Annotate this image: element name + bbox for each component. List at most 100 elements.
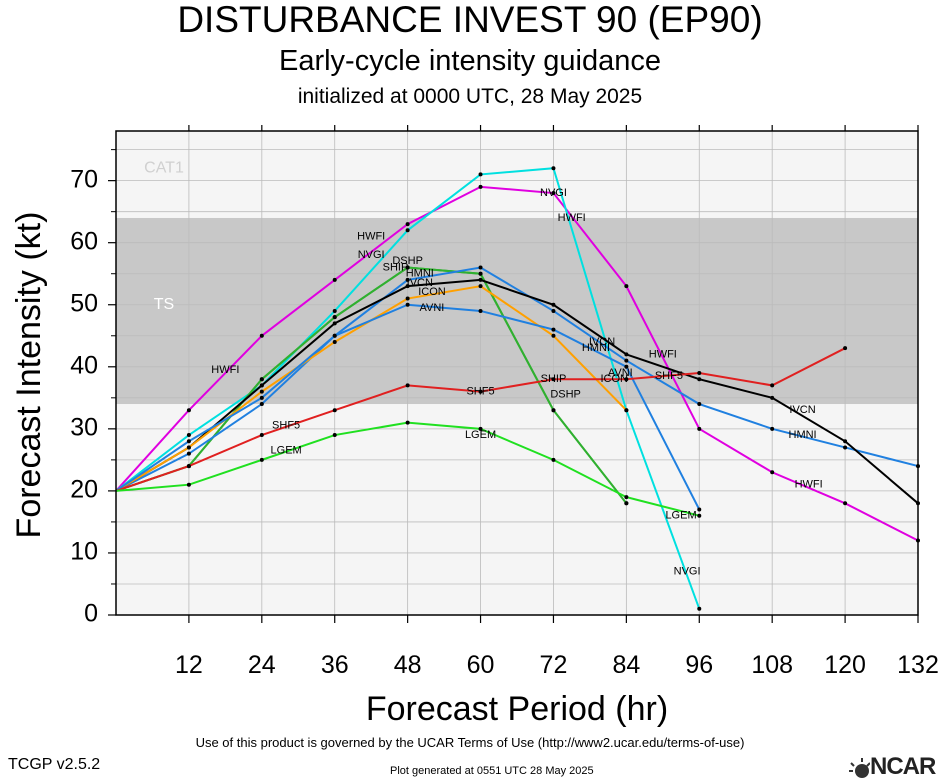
grid-lines <box>116 131 919 615</box>
data-point-hmni <box>624 358 629 363</box>
data-point-nvgi <box>551 166 556 171</box>
data-point-nvgi <box>332 308 337 313</box>
data-point-avni <box>551 327 556 332</box>
data-point-hmni <box>259 402 264 407</box>
data-point-shf5 <box>332 408 337 413</box>
series-label-dshp: DSHP <box>550 389 581 401</box>
series-label-lgem: LGEM <box>665 510 696 522</box>
data-point-icon <box>405 296 410 301</box>
data-point-avni <box>624 364 629 369</box>
data-point-icon <box>624 408 629 413</box>
series-label-hmni: HMNI <box>582 342 610 354</box>
data-point-hwfi <box>186 408 191 413</box>
x-tick-label: 132 <box>897 651 939 679</box>
data-point-avni <box>186 439 191 444</box>
data-point-shf5 <box>770 383 775 388</box>
data-point-avni <box>332 333 337 338</box>
series-label-nvgi: NVGI <box>358 249 385 261</box>
data-point-hwfi <box>551 191 556 196</box>
data-point-lgem <box>478 426 483 431</box>
series-label-nvgi: NVGI <box>540 187 567 199</box>
series-lines <box>115 166 920 611</box>
data-point-hwfi <box>478 184 483 189</box>
series-label-hwfi: HWFI <box>357 230 385 242</box>
series-label-ivcn: IVCN <box>589 336 615 348</box>
series-label-hwfi: HWFI <box>649 348 677 360</box>
data-point-nvgi <box>405 228 410 233</box>
data-point-ivcn <box>259 383 264 388</box>
data-point-avni <box>478 308 483 313</box>
data-point-hwfi <box>405 222 410 227</box>
data-point-ivcn <box>332 321 337 326</box>
data-point-avni <box>697 507 702 512</box>
data-point-lgem <box>697 513 702 518</box>
series-label-hwfi: HWFI <box>795 479 823 491</box>
data-point-avni <box>259 395 264 400</box>
data-point-shf5 <box>478 389 483 394</box>
data-point-shf5 <box>697 371 702 375</box>
series-label-shf5: SHF5 <box>272 420 300 432</box>
data-point-shf5 <box>186 464 191 469</box>
x-tick-label: 120 <box>824 651 866 679</box>
plot-frame <box>115 130 919 616</box>
series-label-lgem: LGEM <box>465 429 496 441</box>
data-point-shf5 <box>843 346 848 351</box>
series-line-hwfi <box>115 185 919 542</box>
chart-title: DISTURBANCE INVEST 90 (EP90) <box>177 0 763 40</box>
data-point-hwfi <box>624 284 629 289</box>
data-point-hmni <box>770 426 775 431</box>
data-point-ship <box>259 377 264 382</box>
data-point-hwfi <box>697 426 702 431</box>
series-label-nvgi: NVGI <box>674 565 701 577</box>
data-point-ship <box>405 265 410 270</box>
data-point-shf5 <box>624 377 629 382</box>
y-tick-label: 50 <box>70 289 98 317</box>
x-axis-label: Forecast Period (hr) <box>366 690 668 728</box>
data-point-shf5 <box>551 377 556 382</box>
data-point-ivcn <box>770 395 775 400</box>
data-point-hmni <box>697 402 702 407</box>
x-tick-label: 48 <box>394 651 422 679</box>
data-point-ivcn <box>551 302 556 307</box>
data-point-lgem <box>186 482 191 487</box>
series-label-shf5: SHF5 <box>655 370 683 382</box>
series-line-ship <box>115 266 628 504</box>
band-label-ts: TS <box>154 296 174 313</box>
ncar-sun-icon <box>849 758 870 778</box>
series-label-ivcn: IVCN <box>407 277 433 289</box>
data-point-ship <box>478 271 483 276</box>
data-point-nvgi <box>478 172 483 177</box>
data-point-icon <box>478 284 483 289</box>
data-point-lgem <box>259 457 264 462</box>
data-point-hwfi <box>259 333 264 338</box>
series-label-dshp: DSHP <box>392 255 423 267</box>
terms-of-use: Use of this product is governed by the U… <box>195 735 745 750</box>
data-point-icon <box>186 445 191 450</box>
data-point-lgem <box>624 495 629 500</box>
series-line-hmni <box>115 266 919 492</box>
series-label-icon: ICON <box>418 286 446 298</box>
data-point-lgem <box>405 420 410 425</box>
series-line-ivcn <box>115 278 919 505</box>
x-tick-label: 96 <box>685 651 713 679</box>
y-tick-label: 20 <box>70 476 98 504</box>
y-tick-label: 0 <box>84 600 98 628</box>
y-tick-label: 10 <box>70 538 98 566</box>
axes: 12 24 36 48 60 72 84 96 108 120 132 0 10 20 30 40 50 60 70 <box>70 125 939 679</box>
series-label-lgem: LGEM <box>271 444 302 456</box>
series-label-avni: AVNI <box>420 302 445 314</box>
x-tick-label: 12 <box>175 651 203 679</box>
y-tick-label: 30 <box>70 413 98 441</box>
data-point-lgem <box>551 457 556 462</box>
data-point-ivcn <box>697 377 702 382</box>
band-cat1 <box>116 131 918 218</box>
data-point-icon <box>332 339 337 344</box>
series-label-hwfi: HWFI <box>211 364 239 376</box>
data-point-ivcn <box>405 284 410 289</box>
data-point-shf5 <box>405 383 410 388</box>
data-point-ship <box>551 408 556 413</box>
series-label-ship: SHIP <box>541 373 567 385</box>
band-label-cat1: CAT1 <box>144 159 184 176</box>
series-label-ship: SHIP <box>383 261 409 273</box>
